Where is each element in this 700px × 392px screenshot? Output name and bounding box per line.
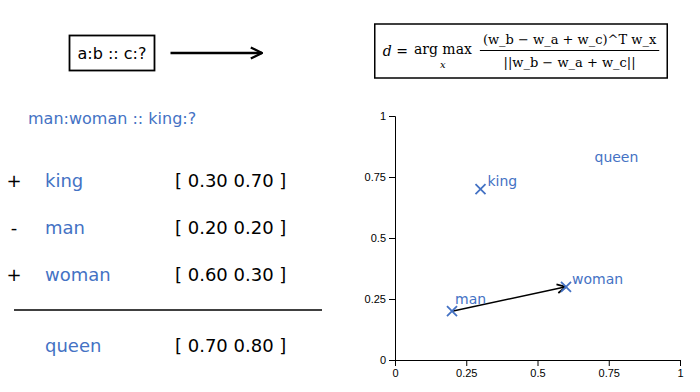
- row-vector: [ 0.60 0.30 ]: [175, 264, 286, 285]
- y-axis-tick: 0: [380, 354, 395, 366]
- x-axis-tick-mark: [538, 360, 539, 366]
- x-axis-tick: 1: [677, 360, 683, 379]
- analogy-box: [70, 36, 155, 71]
- x-axis-tick-label: 0: [392, 367, 398, 379]
- formula-denominator: ||w_b − w_a + w_c||: [504, 55, 636, 70]
- row-word: queen: [45, 335, 101, 356]
- y-axis-tick-label: 0: [380, 354, 386, 366]
- x-axis-line: [396, 361, 681, 367]
- point: [476, 184, 486, 194]
- chart: a:b :: c:?man:woman :: king:?+ king [ 0.30…: [0, 0, 700, 392]
- x-axis-tick-label: 0.25: [456, 367, 477, 379]
- point: [561, 282, 571, 292]
- vector-arrow: [452, 287, 566, 311]
- fraction-bar: [480, 50, 659, 51]
- analogy-text: a:b :: c:?: [78, 44, 147, 63]
- point-label: woman: [572, 271, 623, 287]
- y-axis-tick: 0.5: [371, 232, 395, 244]
- y-axis-tick: 1: [380, 110, 395, 122]
- x-axis-tick-label: 0.5: [530, 367, 545, 379]
- y-axis-tick-mark: [389, 177, 395, 178]
- row-sign: +: [6, 170, 21, 191]
- y-axis-tick-label: 0.5: [371, 232, 386, 244]
- y-axis-tick: 0.25: [365, 293, 395, 305]
- x-axis-tick: 0.25: [456, 360, 477, 379]
- text-panel: a:b :: c:?man:woman :: king:?+ king [ 0.30…: [6, 36, 322, 356]
- y-axis: 0 0.25 0.5 0.75 1: [365, 110, 396, 366]
- formula-operator-sub: x: [440, 59, 446, 70]
- x-axis-tick-mark: [609, 360, 610, 366]
- x-axis: 0 0.25 0.5 0.75 1: [392, 360, 683, 379]
- row-vector: [ 0.20 0.20 ]: [175, 217, 286, 238]
- x-axis-tick-label: 1: [677, 367, 683, 379]
- point-label: king: [488, 173, 518, 189]
- x-axis-tick: 0: [392, 360, 398, 379]
- y-axis-tick-label: 0.25: [365, 293, 386, 305]
- row-sign: -: [11, 217, 18, 238]
- row-vector: [ 0.70 0.80 ]: [175, 335, 286, 356]
- y-axis-tick-label: 1: [380, 110, 386, 122]
- point-label: man: [455, 291, 486, 307]
- formula-frame: [375, 24, 667, 78]
- x-axis-tick: 0.75: [599, 360, 620, 379]
- x-axis-tick-mark: [466, 360, 467, 366]
- y-axis-tick-mark: [389, 360, 395, 361]
- row-word: man: [45, 217, 85, 238]
- row-word: king: [45, 170, 83, 191]
- y-axis-tick-mark: [389, 116, 395, 117]
- point: [447, 306, 457, 316]
- formula: d = arg max x (w_b − w_a + w_c)^T w_x ||w_b …: [383, 32, 659, 70]
- x-axis-tick-label: 0.75: [599, 367, 620, 379]
- panel-arrow: [170, 52, 262, 55]
- annotation: queen: [595, 149, 639, 165]
- point-labels: king man woman queen: [455, 149, 638, 307]
- y-axis-line: [389, 117, 396, 361]
- row-sign: +: [6, 264, 21, 285]
- y-axis-tick-label: 0.75: [365, 171, 386, 183]
- row-word: woman: [45, 264, 111, 285]
- example-text: man:woman :: king:?: [28, 109, 196, 128]
- formula-lhs: d =: [383, 43, 408, 59]
- y-axis-tick-mark: [389, 238, 395, 239]
- formula-box: d = arg max x (w_b − w_a + w_c)^T w_x ||w_b …: [375, 24, 667, 78]
- y-axis-tick: 0.75: [365, 171, 395, 183]
- separator: [14, 309, 322, 311]
- formula-operator: arg max: [414, 41, 472, 57]
- formula-numerator: (w_b − w_a + w_c)^T w_x: [483, 32, 657, 47]
- y-axis-tick-mark: [389, 299, 395, 300]
- x-axis-tick: 0.5: [530, 360, 545, 379]
- row-vector: [ 0.30 0.70 ]: [175, 170, 286, 191]
- x-axis-tick-mark: [680, 360, 681, 366]
- plot-marks: [447, 184, 571, 316]
